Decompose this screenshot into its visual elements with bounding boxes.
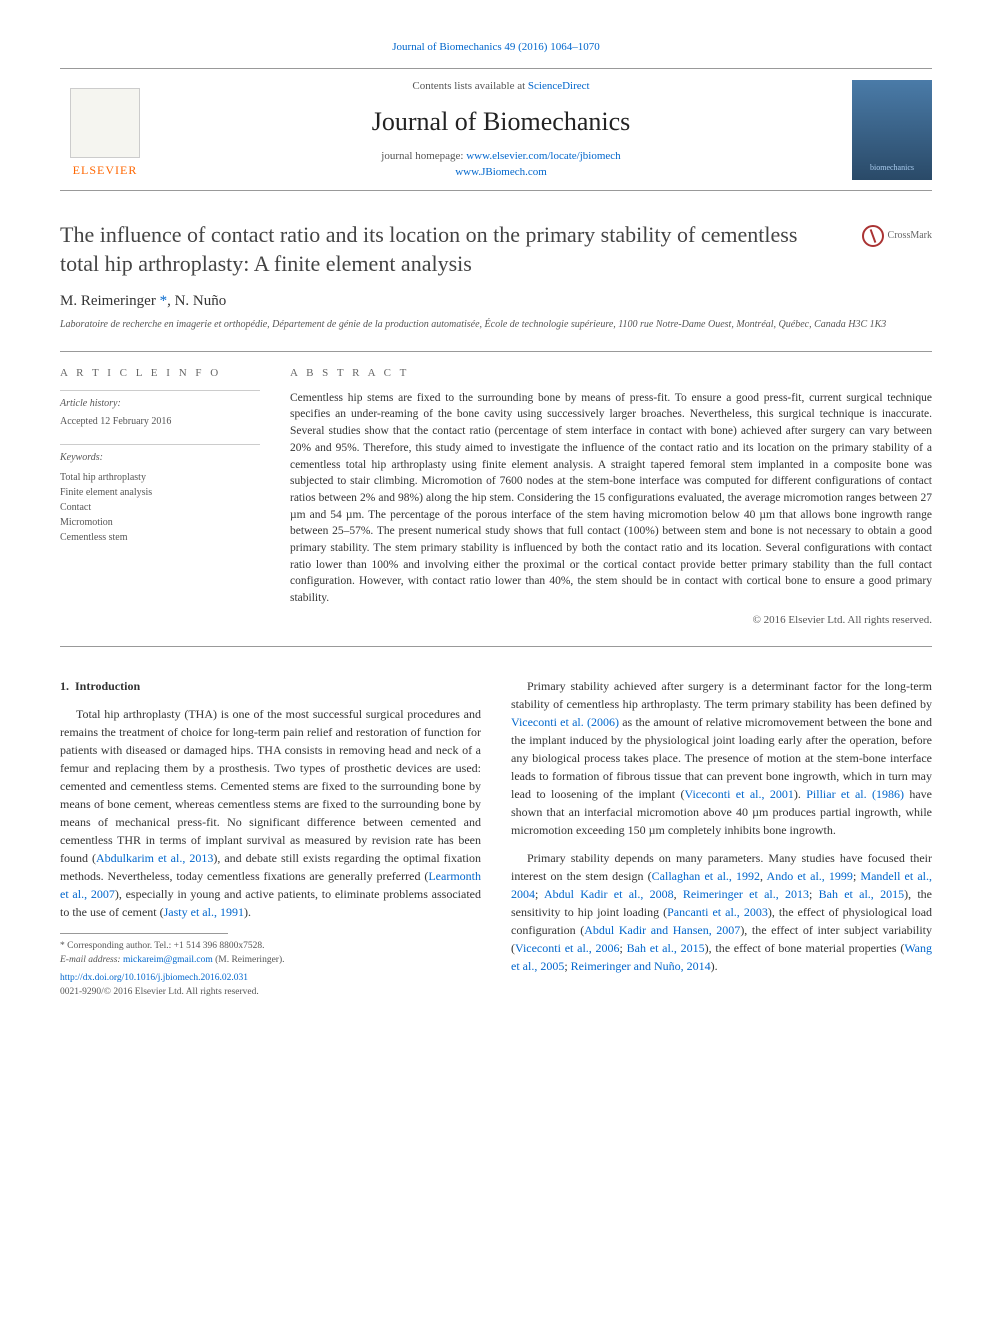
citation-link[interactable]: Callaghan et al., 1992 [652,869,760,883]
doi-link[interactable]: http://dx.doi.org/10.1016/j.jbiomech.201… [60,973,248,983]
journal-header: ELSEVIER Contents lists available at Sci… [60,68,932,192]
citation-link[interactable]: Pilliar et al. (1986) [806,787,904,801]
email-footnote: E-mail address: mickareim@gmail.com (M. … [60,954,481,967]
paragraph: Total hip arthroplasty (THA) is one of t… [60,705,481,921]
citation-link[interactable]: Reimeringer and Nuño, 2014 [571,959,711,973]
citation-link[interactable]: Bah et al., 2015 [627,941,705,955]
journal-citation: Journal of Biomechanics 49 (2016) 1064–1… [60,40,932,56]
keywords-list: Total hip arthroplasty Finite element an… [60,470,260,545]
citation-link[interactable]: Pancanti et al., 2003 [667,905,768,919]
publisher-logo: ELSEVIER [60,80,150,180]
author-2: N. Nuño [175,293,227,309]
author-1: M. Reimeringer [60,293,156,309]
article-info-sidebar: A R T I C L E I N F O Article history: A… [60,366,260,629]
homepage-link-1[interactable]: www.elsevier.com/locate/jbiomech [466,150,620,162]
contents-available: Contents lists available at ScienceDirec… [150,79,852,95]
keyword: Cementless stem [60,530,260,545]
crossmark-icon [862,225,884,247]
author-email-link[interactable]: mickareim@gmail.com [123,955,213,965]
citation-link[interactable]: Abdul Kadir and Hansen, 2007 [584,923,740,937]
keyword: Finite element analysis [60,485,260,500]
article-title: The influence of contact ratio and its l… [60,221,842,278]
footnote-divider [60,933,228,940]
citation-link[interactable]: Viceconti et al. (2006) [511,715,619,729]
crossmark-badge[interactable]: CrossMark [862,225,932,247]
keyword: Total hip arthroplasty [60,470,260,485]
journal-cover-icon: biomechanics [852,80,932,180]
citation-link[interactable]: Ando et al., 1999 [767,869,853,883]
paragraph: Primary stability depends on many parame… [511,849,932,975]
abstract-heading: A B S T R A C T [290,366,932,382]
history-label: Article history: [60,390,260,412]
section-heading: 1. Introduction [60,677,481,695]
article-body: 1. Introduction Total hip arthroplasty (… [60,677,932,999]
elsevier-tree-icon [70,88,140,158]
article-info-heading: A R T I C L E I N F O [60,366,260,382]
citation-link[interactable]: Reimeringer et al., 2013 [683,887,809,901]
issn-copyright: 0021-9290/© 2016 Elsevier Ltd. All right… [60,987,259,997]
paragraph: Primary stability achieved after surgery… [511,677,932,839]
homepage-link-2[interactable]: www.JBiomech.com [455,166,547,178]
journal-title: Journal of Biomechanics [150,103,852,141]
history-value: Accepted 12 February 2016 [60,415,260,430]
corresponding-footnote: * Corresponding author. Tel.: +1 514 396… [60,940,481,953]
doi-block: http://dx.doi.org/10.1016/j.jbiomech.201… [60,971,481,1000]
journal-homepage: journal homepage: www.elsevier.com/locat… [150,149,852,181]
citation-link[interactable]: Abdulkarim et al., 2013 [96,851,213,865]
citation-link[interactable]: Bah et al., 2015 [819,887,904,901]
abstract-copyright: © 2016 Elsevier Ltd. All rights reserved… [290,613,932,629]
sciencedirect-link[interactable]: ScienceDirect [528,80,590,92]
author-list: M. Reimeringer *, N. Nuño [60,291,932,313]
citation-link[interactable]: Viceconti et al., 2001 [685,787,794,801]
citation-link[interactable]: Viceconti et al., 2006 [515,941,620,955]
keyword: Contact [60,500,260,515]
divider [60,351,932,352]
abstract-text: Cementless hip stems are fixed to the su… [290,390,932,607]
citation-link[interactable]: Abdul Kadir et al., 2008 [544,887,674,901]
corresponding-mark[interactable]: * [160,293,168,309]
keyword: Micromotion [60,515,260,530]
publisher-name: ELSEVIER [73,162,138,179]
keywords-label: Keywords: [60,444,260,466]
crossmark-label: CrossMark [888,229,932,244]
affiliation: Laboratoire de recherche en imagerie et … [60,318,932,333]
citation-link[interactable]: Jasty et al., 1991 [164,905,244,919]
